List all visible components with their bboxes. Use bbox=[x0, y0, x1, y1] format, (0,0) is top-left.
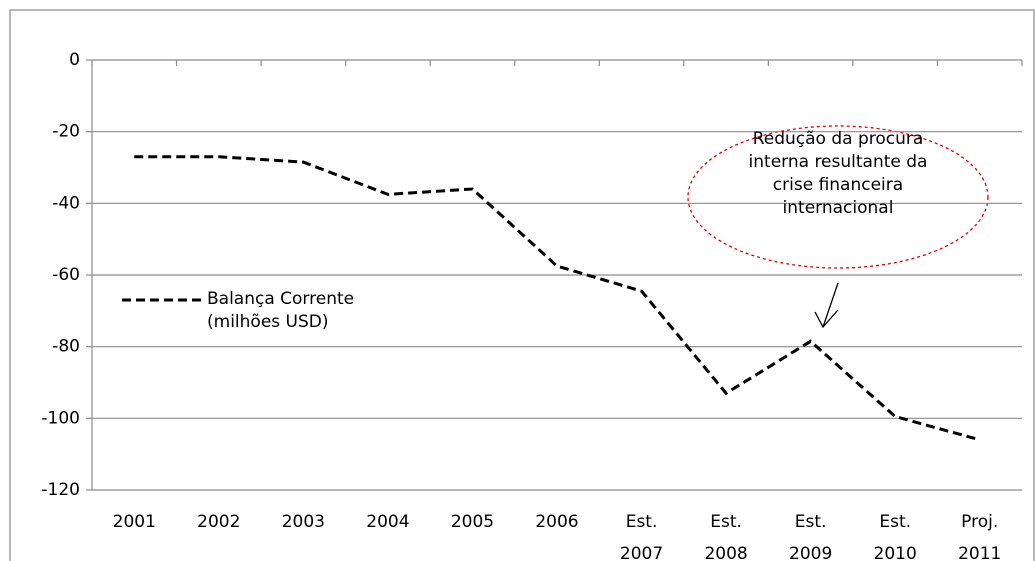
annotation-ellipse bbox=[687, 125, 989, 269]
x-tick-label-line: Est. bbox=[626, 512, 658, 532]
x-tick-label: 2002 bbox=[197, 512, 240, 532]
series-line bbox=[134, 155, 981, 442]
y-tick-label: -100 bbox=[41, 408, 80, 428]
y-tick-label: -20 bbox=[52, 122, 80, 142]
y-tick-label: -40 bbox=[52, 193, 80, 213]
x-tick-label: 2005 bbox=[451, 512, 494, 532]
x-tick-label: Est. 2007 bbox=[620, 512, 663, 561]
legend-swatch bbox=[122, 298, 202, 302]
x-tick-label-line: Est. bbox=[710, 512, 742, 532]
legend: Balança Corrente (milhões USD) bbox=[122, 288, 354, 334]
x-tick-label: 2006 bbox=[535, 512, 578, 532]
annotation-arrow-head bbox=[814, 309, 839, 329]
x-tick-label: Proj. 2011 bbox=[958, 512, 1001, 561]
y-tick-label: -120 bbox=[41, 480, 80, 500]
annotation-arrow bbox=[822, 282, 839, 328]
x-tick-label: Est. 2008 bbox=[704, 512, 747, 561]
x-tick-label: 2004 bbox=[366, 512, 409, 532]
y-tick-label: -80 bbox=[52, 337, 80, 357]
annotation: Redução da procura interna resultante da… bbox=[748, 129, 928, 218]
x-tick-label-line: 2008 bbox=[704, 544, 747, 561]
x-tick-label: 2003 bbox=[282, 512, 325, 532]
x-tick-label-line: 2007 bbox=[620, 544, 663, 561]
x-tick-label-line: 2010 bbox=[874, 544, 917, 561]
y-tick-label: 0 bbox=[69, 50, 80, 70]
x-tick-label-line: Proj. bbox=[961, 512, 998, 532]
x-tick-label: 2001 bbox=[113, 512, 156, 532]
x-tick-label: Est. 2010 bbox=[874, 512, 917, 561]
legend-label: Balança Corrente (milhões USD) bbox=[207, 289, 355, 332]
chart-border bbox=[9, 9, 1035, 561]
x-tick-label-line: 2009 bbox=[789, 544, 832, 561]
x-tick-label-line: Est. bbox=[795, 512, 827, 532]
x-tick-label: Est. 2009 bbox=[789, 512, 832, 561]
x-tick-label-line: Est. bbox=[879, 512, 911, 532]
y-tick-label: -60 bbox=[52, 265, 80, 285]
x-tick-label-line: 2011 bbox=[958, 544, 1001, 561]
